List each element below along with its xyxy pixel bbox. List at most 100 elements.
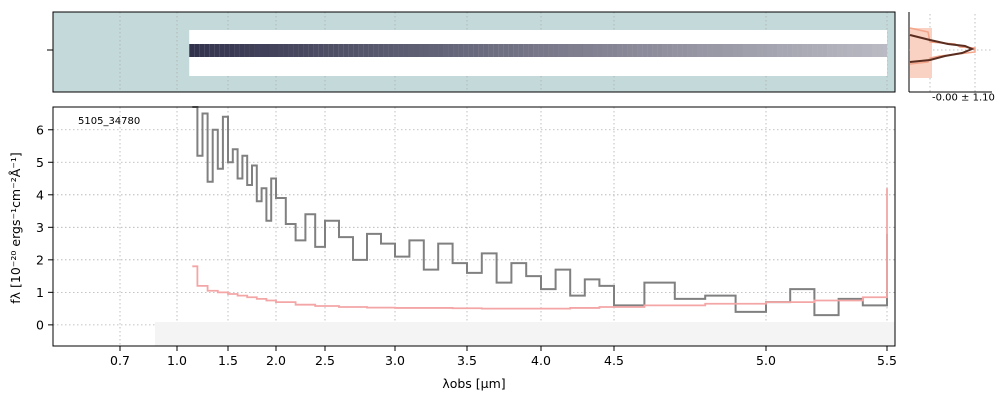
trace-cell (353, 44, 359, 57)
trace-cell (622, 44, 628, 57)
trace-cell (219, 44, 225, 57)
trace-cell (418, 44, 424, 57)
trace-cell (393, 44, 399, 57)
trace-cell (642, 44, 648, 57)
trace-cell (463, 44, 469, 57)
error-series-line (192, 188, 888, 310)
trace-cell (737, 44, 743, 57)
trace-cell (249, 44, 255, 57)
y-tick-label: 2 (36, 252, 44, 267)
trace-cell (268, 44, 274, 57)
trace-cell (453, 44, 459, 57)
spectrum-2d-frame (52, 11, 896, 93)
trace-cell (473, 44, 479, 57)
trace-cell (348, 44, 354, 57)
trace-cell (752, 44, 758, 57)
trace-cell (308, 44, 314, 57)
trace-cell (832, 44, 838, 57)
trace-cell (273, 44, 279, 57)
trace-cell (607, 44, 613, 57)
trace-cell (244, 44, 250, 57)
trace-cell (767, 44, 773, 57)
trace-cell (373, 44, 379, 57)
trace-cell (423, 44, 429, 57)
trace-cell (582, 44, 588, 57)
zero-band (155, 322, 895, 346)
trace-cell (413, 44, 419, 57)
x-tick-label: 1.5 (218, 353, 238, 368)
trace-cell (707, 44, 713, 57)
trace-cell (568, 44, 574, 57)
trace-cell (264, 44, 269, 57)
trace-cell (762, 44, 768, 57)
trace-cell (817, 44, 823, 57)
y-tick-label: 5 (36, 155, 44, 170)
grid-lines (53, 107, 895, 346)
trace-cell (637, 44, 643, 57)
trace-cell (717, 44, 723, 57)
histogram-panel: -0.00 ± 1.10 (908, 12, 995, 103)
histogram-data-curve (909, 34, 975, 63)
trace-cell (493, 44, 499, 57)
x-tick-label: 3.5 (457, 353, 477, 368)
trace-cell (523, 44, 529, 57)
trace-cell (563, 44, 569, 57)
trace-cell (662, 44, 668, 57)
trace-cell (577, 44, 583, 57)
trace-cell (533, 44, 539, 57)
trace-cell (318, 44, 324, 57)
trace-cell (712, 44, 718, 57)
trace-cell (239, 44, 245, 57)
trace-cell (288, 44, 294, 57)
trace-cell (682, 44, 688, 57)
trace-cell (338, 44, 344, 57)
trace-cell (358, 44, 364, 57)
trace-cell (587, 44, 593, 57)
trace-cell (513, 44, 519, 57)
trace-cell (368, 44, 374, 57)
trace-cell (627, 44, 633, 57)
x-tick-label: 1.0 (167, 353, 187, 368)
trace-cell (278, 44, 284, 57)
spectrum-2d-trace (119, 12, 888, 92)
trace-cell (802, 44, 808, 57)
trace-cell (363, 44, 369, 57)
trace-cell (323, 44, 329, 57)
trace-cell (478, 44, 484, 57)
x-axis-label: λobs [μm] (442, 376, 505, 391)
y-tick-label: 0 (36, 317, 44, 332)
trace-cell (558, 44, 564, 57)
trace-cell (298, 44, 304, 57)
trace-cell (543, 44, 549, 57)
trace-cell (508, 44, 514, 57)
trace-cell (388, 44, 394, 57)
trace-cell (313, 44, 319, 57)
trace-cell (822, 44, 828, 57)
histogram-label: -0.00 ± 1.10 (932, 92, 995, 103)
trace-cell (692, 44, 698, 57)
trace-cell (672, 44, 678, 57)
trace-cell (677, 44, 683, 57)
trace-cell (488, 44, 494, 57)
trace-cell (697, 44, 703, 57)
spectrum-1d-panel: 0.7 1.0 1.5 2.0 2.5 3.0 3.5 4.0 4.5 5.0 5.5 0 1 2 3 4 5… (8, 106, 897, 391)
histogram-band (910, 28, 932, 78)
trace-cell (777, 44, 783, 57)
trace-cell (592, 44, 598, 57)
trace-cell (283, 44, 289, 57)
trace-cell (378, 44, 384, 57)
trace-cell (229, 44, 235, 57)
trace-cell (468, 44, 474, 57)
trace-cell (443, 44, 449, 57)
trace-cell (303, 44, 309, 57)
trace-cell (204, 44, 210, 57)
y-axis-ticks: 0 1 2 3 4 5 6 (36, 122, 53, 332)
trace-cell (597, 44, 603, 57)
x-tick-label: 2.5 (315, 353, 335, 368)
trace-cell (403, 44, 409, 57)
trace-cell (433, 44, 439, 57)
trace-cell (553, 44, 559, 57)
trace-cell (503, 44, 509, 57)
trace-cell (214, 44, 220, 57)
trace-cell (428, 44, 434, 57)
